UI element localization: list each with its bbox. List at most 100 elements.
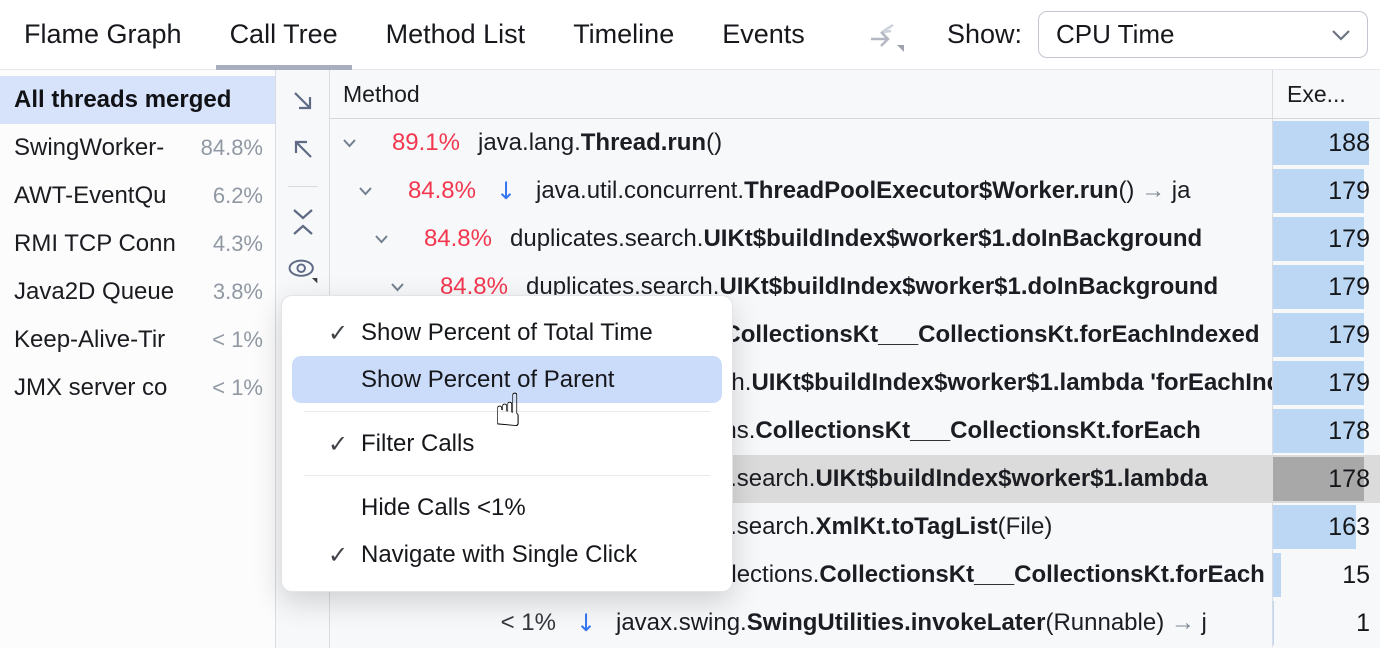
- execution-cell: 179: [1272, 311, 1380, 359]
- thread-percent: 3.8%: [212, 279, 263, 304]
- thread-percent: 4.3%: [212, 231, 263, 256]
- menu-item-navigate-with-single-click[interactable]: ✓ Navigate with Single Click: [292, 531, 722, 578]
- show-metric-select[interactable]: CPU Time: [1038, 11, 1368, 58]
- execution-value: 178: [1328, 464, 1370, 493]
- execution-bar: [1273, 265, 1364, 309]
- method-segment: ThreadPoolExecutor$Worker.run: [744, 177, 1119, 204]
- thread-name: AWT-EventQu: [14, 182, 167, 209]
- method-segment: (File): [997, 513, 1053, 540]
- tab-bar-tabs: Flame Graph Call Tree Method List Timeline E…: [12, 0, 841, 70]
- execution-cell: 178: [1272, 407, 1380, 455]
- execution-bar: [1273, 505, 1356, 549]
- tab-bar: Flame Graph Call Tree Method List Timeline E…: [0, 0, 1380, 70]
- menu-item-label: Show Percent of Parent: [361, 365, 615, 393]
- thread-name: Keep-Alive-Tir: [14, 326, 166, 353]
- menu-item-label: Navigate with Single Click: [361, 540, 638, 568]
- thread-row-awt-eventqu[interactable]: AWT-EventQu 6.2%: [0, 172, 275, 220]
- tab-timeline[interactable]: Timeline: [573, 19, 675, 49]
- execution-cell: 163: [1272, 503, 1380, 551]
- execution-bar: [1273, 121, 1369, 165]
- thread-percent: < 1%: [212, 375, 263, 400]
- method-segment: CollectionsKt___CollectionsKt.forEachInd…: [723, 321, 1260, 348]
- menu-item-show-percent-of-total-time[interactable]: ✓ Show Percent of Total Time: [292, 309, 722, 356]
- execution-bar: [1273, 217, 1364, 261]
- thread-row-java2d-queue[interactable]: Java2D Queue 3.8%: [0, 268, 275, 316]
- tree-row[interactable]: 84.8% duplicates.search.UIKt$buildIndex$w…: [330, 263, 1380, 311]
- tab-flame-graph[interactable]: Flame Graph: [24, 19, 182, 49]
- method-segment: (Runnable): [1045, 609, 1165, 636]
- tree-row[interactable]: kotlin.collections.CollectionsKt___Colle…: [330, 407, 1380, 455]
- show-metric-value: CPU Time: [1056, 19, 1175, 49]
- method-segment: →: [1134, 177, 1172, 204]
- execution-column-header[interactable]: Exe...: [1272, 70, 1380, 118]
- hand-cursor: ☝: [494, 383, 523, 437]
- descendants-icon[interactable]: [286, 84, 320, 118]
- chevron-down-icon[interactable]: [390, 282, 424, 292]
- tree-row[interactable]: < 1% ↓ javax.swing.SwingUtilities.invokeLa…: [330, 599, 1380, 647]
- method-segment: UIKt$buildIndex$worker$1.lambda: [815, 465, 1208, 492]
- collapse-all-icon[interactable]: [286, 205, 320, 239]
- thread-transfer-arrow-icon: ↓: [495, 177, 517, 205]
- thread-name: JMX server co: [14, 374, 168, 401]
- chevron-down-icon[interactable]: [374, 234, 408, 244]
- menu-separator: [304, 411, 710, 412]
- menu-item-label: Show Percent of Total Time: [361, 318, 653, 346]
- execution-cell: 178: [1272, 455, 1380, 503]
- table-header: Method Exe...: [330, 70, 1380, 119]
- method-segment: java.lang.: [478, 129, 581, 156]
- method-segment: Thread.run: [580, 129, 707, 156]
- tree-row[interactable]: 84.8% ↓ java.util.concurrent.ThreadPoolExe…: [330, 167, 1380, 215]
- thread-percent: 84.8%: [200, 135, 263, 160]
- thread-row-swingworker[interactable]: SwingWorker- 84.8%: [0, 124, 275, 172]
- method-segment: CollectionsKt___CollectionsKt.forEach: [755, 417, 1201, 444]
- thread-row-rmi-tcp-conn[interactable]: RMI TCP Conn 4.3%: [0, 220, 275, 268]
- method-text: java.util.concurrent.ThreadPoolExecutor$…: [536, 177, 1190, 205]
- method-segment: →: [1164, 609, 1202, 636]
- execution-value: 179: [1328, 224, 1370, 253]
- menu-item-hide-calls-1[interactable]: Hide Calls <1%: [292, 484, 722, 531]
- thread-row-keep-alive-tir[interactable]: Keep-Alive-Tir < 1%: [0, 316, 275, 364]
- navigate-call-disabled-icon[interactable]: [863, 15, 911, 55]
- execution-cell: 1: [1272, 599, 1380, 647]
- view-options-eye-icon[interactable]: [286, 253, 320, 287]
- method-segment: j: [1201, 609, 1207, 636]
- execution-cell: 179: [1272, 263, 1380, 311]
- chevron-down-icon: [1332, 29, 1350, 41]
- ancestors-icon[interactable]: [286, 132, 320, 166]
- execution-bar: [1273, 553, 1281, 597]
- checkmark-icon: ✓: [328, 318, 349, 347]
- execution-value: 188: [1328, 128, 1370, 157]
- execution-bar: [1273, 361, 1364, 405]
- execution-value: 15: [1342, 560, 1370, 589]
- tree-row[interactable]: 84.8% duplicates.search.UIKt$buildIndex$w…: [330, 215, 1380, 263]
- tab-events[interactable]: Events: [722, 19, 805, 49]
- thread-name: RMI TCP Conn: [14, 230, 176, 257]
- menu-item-filter-calls[interactable]: ✓ Filter Calls: [292, 420, 722, 467]
- method-column-header[interactable]: Method: [343, 80, 420, 107]
- method-segment: UIKt$buildIndex$worker$1.lambda 'forEach…: [751, 369, 1272, 396]
- method-segment: CollectionsKt___CollectionsKt.forEach: [819, 561, 1265, 588]
- method-segment: (): [1118, 177, 1135, 204]
- checkmark-icon: ✓: [328, 540, 349, 569]
- tab-call-tree[interactable]: Call Tree: [215, 0, 352, 70]
- chevron-down-icon[interactable]: [358, 186, 392, 196]
- execution-value: 179: [1328, 176, 1370, 205]
- method-text: duplicates.search.UIKt$buildIndex$worker…: [510, 225, 1202, 253]
- thread-sidebar: All threads merged SwingWorker- 84.8% AWT-E…: [0, 70, 276, 648]
- execution-value: 179: [1328, 272, 1370, 301]
- method-segment: ja: [1171, 177, 1191, 204]
- thread-name: Java2D Queue: [14, 278, 175, 305]
- execution-bar: [1273, 169, 1364, 213]
- menu-item-show-percent-of-parent[interactable]: Show Percent of Parent: [292, 356, 722, 403]
- thread-row-jmx-server-co[interactable]: JMX server co < 1%: [0, 364, 275, 412]
- row-percent: < 1%: [500, 609, 556, 636]
- method-cell: 84.8% duplicates.search.UIKt$buildIndex$w…: [330, 215, 1272, 263]
- thread-transfer-arrow-icon: ↓: [575, 609, 597, 637]
- execution-value: 179: [1328, 320, 1370, 349]
- method-cell: 84.8% ↓ java.util.concurrent.ThreadPoolExe…: [330, 167, 1272, 215]
- method-segment: UIKt$buildIndex$worker$1.doInBackground: [703, 225, 1203, 252]
- thread-row-all-threads-merged[interactable]: All threads merged: [0, 76, 275, 124]
- chevron-down-icon[interactable]: [342, 138, 376, 148]
- tab-method-list[interactable]: Method List: [385, 19, 526, 49]
- tree-row[interactable]: 89.1% java.lang.Thread.run() 188: [330, 119, 1380, 167]
